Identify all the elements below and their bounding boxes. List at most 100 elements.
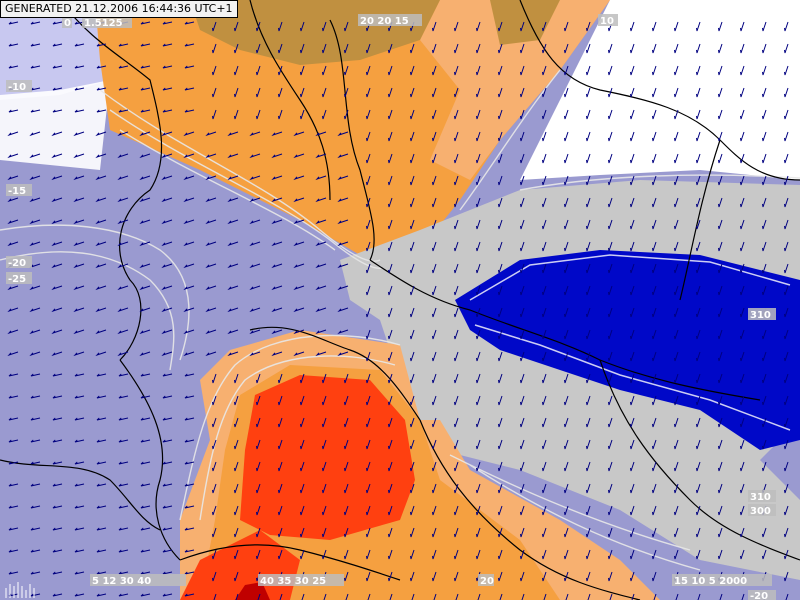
wind-arrow (476, 285, 481, 296)
wind-arrow (162, 21, 173, 25)
warm-red-core (240, 375, 415, 540)
wind-arrow (784, 373, 789, 384)
wind-arrow (278, 43, 283, 54)
wind-arrow (520, 417, 525, 428)
contour-label-left-1: -10 (8, 82, 26, 93)
wind-arrow (410, 549, 415, 560)
wind-arrow (344, 461, 349, 472)
wind-arrow (30, 21, 41, 25)
wind-arrow (344, 549, 349, 560)
wind-arrow (608, 549, 613, 560)
wind-arrow (454, 285, 459, 296)
wind-arrow (212, 417, 217, 428)
wind-arrow (95, 241, 107, 247)
wind-arrow (366, 65, 371, 76)
wind-arrow (432, 593, 437, 600)
wind-arrow (630, 549, 635, 560)
wind-arrow (608, 527, 613, 538)
wind-arrow (337, 285, 349, 291)
wind-arrow (762, 439, 767, 450)
wind-arrow (564, 109, 569, 120)
wind-arrow (52, 571, 63, 575)
wind-arrow (162, 417, 173, 421)
wind-arrow (652, 87, 657, 98)
wind-arrow (315, 285, 327, 291)
wind-arrow (51, 329, 63, 335)
wind-arrow (454, 21, 459, 32)
wind-arrow (454, 87, 459, 98)
warm-light-north (420, 0, 610, 180)
wind-arrow (542, 417, 547, 428)
wind-arrow (118, 439, 129, 443)
wind-arrow (696, 329, 701, 340)
wind-arrow (366, 197, 371, 208)
wind-arrow (674, 307, 679, 318)
wind-arrow (96, 395, 107, 399)
wind-arrow (96, 549, 107, 553)
wind-arrow (520, 439, 525, 450)
wind-arrow (234, 483, 239, 494)
wind-arrow (608, 109, 613, 120)
wind-arrow (652, 21, 657, 32)
wind-arrow (696, 527, 701, 538)
wind-arrow (630, 351, 635, 362)
wind-arrow (366, 43, 371, 54)
wind-arrow (476, 549, 481, 560)
wind-arrow (498, 109, 503, 120)
wind-arrow (696, 263, 701, 274)
wind-arrow (52, 65, 63, 69)
wind-arrow (344, 65, 349, 76)
wind-arrow (630, 219, 635, 230)
wind-arrow (454, 505, 459, 516)
wind-arrow (118, 461, 129, 465)
wind-arrow (762, 285, 767, 296)
wind-arrow (630, 439, 635, 450)
wind-arrow (271, 197, 283, 203)
wind-arrow (278, 21, 283, 32)
scale-glyph (5, 582, 35, 598)
wind-arrow (118, 549, 129, 553)
wind-arrow (337, 153, 349, 159)
wind-arrow (652, 175, 657, 186)
wind-arrow (608, 219, 613, 230)
wind-arrow (410, 351, 415, 362)
wind-arrow (278, 461, 283, 472)
wind-arrow (542, 373, 547, 384)
wind-arrow (256, 43, 261, 54)
wind-arrow (740, 285, 745, 296)
wind-arrow (674, 219, 679, 230)
wind-arrow (366, 373, 371, 384)
wind-arrow (432, 197, 437, 208)
wind-arrow (630, 373, 635, 384)
wind-arrow (674, 175, 679, 186)
wind-arrow (740, 461, 745, 472)
wind-arrow (8, 505, 19, 509)
wind-arrow (161, 285, 173, 291)
wind-arrow (51, 263, 63, 269)
wind-arrow (520, 373, 525, 384)
wind-arrow (184, 549, 195, 553)
wind-arrow (234, 417, 239, 428)
wind-arrow (784, 505, 789, 516)
wind-arrow (476, 329, 481, 340)
wind-arrow (29, 285, 41, 291)
wind-arrow (630, 329, 635, 340)
wind-arrow (674, 395, 679, 406)
wind-arrow (476, 483, 481, 494)
wind-arrow (388, 439, 393, 450)
wind-arrow (388, 43, 393, 54)
wind-arrow (8, 21, 19, 25)
wind-arrow (344, 395, 349, 406)
wind-arrow (410, 109, 415, 120)
wind-arrow (29, 241, 41, 247)
wind-arrow (564, 197, 569, 208)
wind-arrow (476, 153, 481, 164)
wind-arrow (498, 241, 503, 252)
wind-arrow (454, 43, 459, 54)
wind-arrow (388, 593, 393, 600)
wind-arrow (205, 285, 217, 291)
wind-arrow (29, 131, 41, 137)
contour-label-left-2: -15 (8, 186, 26, 197)
wind-arrow (212, 505, 217, 516)
wind-arrow (762, 417, 767, 428)
